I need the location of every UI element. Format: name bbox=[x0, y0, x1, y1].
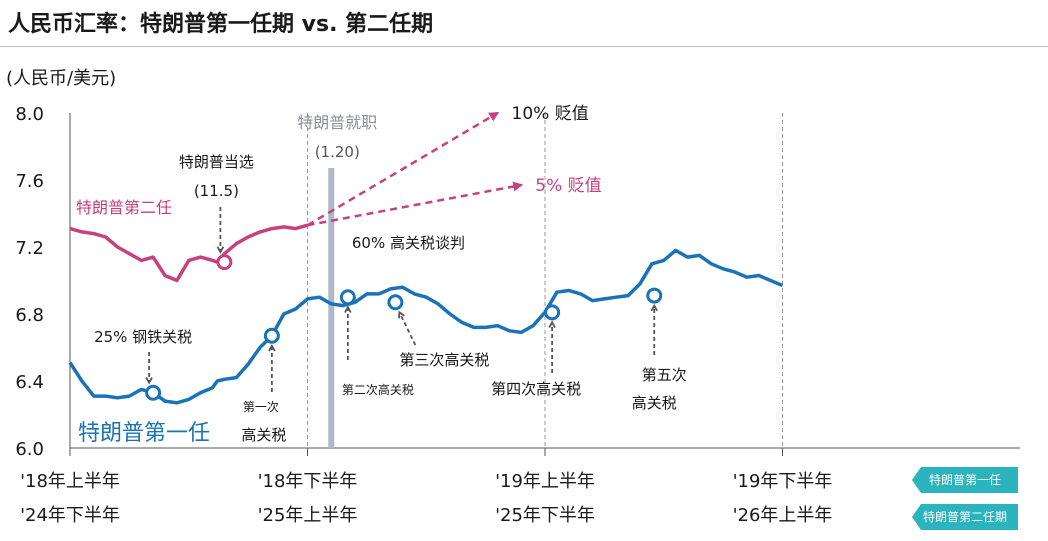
projection-arrow bbox=[306, 111, 500, 227]
annotation-60pct-talks: 60% 高关税谈判 bbox=[352, 234, 465, 252]
x-tick-label-row2: '26年上半年 bbox=[733, 505, 833, 526]
projection-label: 5% 贬值 bbox=[535, 176, 601, 196]
annotation-fourth-tariff: 第四次高关税 bbox=[491, 380, 581, 398]
y-tick-label: 6.0 bbox=[15, 439, 44, 460]
x-tick-label-row2: '25年下半年 bbox=[495, 505, 595, 526]
y-tick-label: 8.0 bbox=[15, 104, 44, 125]
annotation-fifth-tariff: 第五次 bbox=[642, 366, 687, 384]
annotation-third-tariff: 第三次高关税 bbox=[399, 351, 489, 369]
annotation-first-tariff: 第一次 bbox=[243, 400, 279, 414]
series-line-term2 bbox=[69, 223, 308, 283]
x-tick-label-row1: '19年上半年 bbox=[495, 471, 595, 492]
event-marker bbox=[646, 287, 663, 304]
x-tick-label-row1: '19年下半年 bbox=[733, 471, 833, 492]
y-tick-label: 7.2 bbox=[15, 238, 44, 259]
y-tick-label: 7.6 bbox=[15, 171, 44, 192]
series-line-term1 bbox=[68, 248, 784, 405]
inauguration-label: 特朗普就职 bbox=[297, 113, 377, 132]
y-tick-label: 6.4 bbox=[15, 372, 44, 393]
pointer-steel-head bbox=[145, 377, 153, 385]
title-divider bbox=[0, 46, 1048, 47]
projection-arrow bbox=[307, 181, 524, 227]
annotation-steel-tariff: 25% 钢铁关税 bbox=[94, 328, 192, 346]
pointer-election-head bbox=[216, 246, 225, 254]
pointer-second-head bbox=[344, 305, 352, 313]
projection-label: 10% 贬值 bbox=[512, 104, 589, 124]
legend-label-term2: 特朗普第二任 bbox=[76, 198, 172, 217]
inauguration-value: (1.20) bbox=[315, 143, 360, 161]
legend-label-term1: 特朗普第一任 bbox=[78, 421, 210, 446]
annotation-second-tariff: 第二次高关税 bbox=[342, 382, 414, 397]
x-tick-label-row2: '25年上半年 bbox=[258, 505, 358, 526]
event-marker bbox=[339, 289, 356, 306]
legend-tag-term1: 特朗普第一任 bbox=[912, 467, 1018, 493]
annotation-election-value: (11.5) bbox=[194, 182, 239, 200]
legend-tag-term2: 特朗普第二任期 bbox=[912, 504, 1018, 530]
event-marker bbox=[263, 327, 280, 344]
pointer-fourth-head bbox=[548, 320, 556, 329]
annotation-election: 特朗普当选 bbox=[179, 153, 254, 171]
event-marker bbox=[387, 294, 404, 311]
pointer-first-head bbox=[268, 343, 276, 352]
x-tick-label-row1: '18年上半年 bbox=[20, 471, 120, 492]
y-axis-label: (人民币/美元) bbox=[6, 68, 116, 89]
pointer-third bbox=[398, 311, 417, 346]
pointer-third-head bbox=[398, 310, 405, 319]
annotation-first-tariff-sub: 高关税 bbox=[241, 426, 286, 444]
x-tick-label-row2: '24年下半年 bbox=[20, 505, 120, 526]
pointer-fifth-head bbox=[650, 303, 658, 312]
chart-title: 人民币汇率：特朗普第一任期 vs. 第二任期 bbox=[8, 12, 434, 37]
x-tick-label-row1: '18年下半年 bbox=[258, 471, 358, 492]
y-tick-label: 6.8 bbox=[15, 305, 44, 326]
event-marker bbox=[544, 304, 561, 321]
inauguration-bar bbox=[328, 168, 335, 448]
annotation-fifth-tariff-sub: 高关税 bbox=[632, 394, 677, 412]
event-marker bbox=[216, 254, 233, 271]
event-marker bbox=[145, 384, 162, 401]
